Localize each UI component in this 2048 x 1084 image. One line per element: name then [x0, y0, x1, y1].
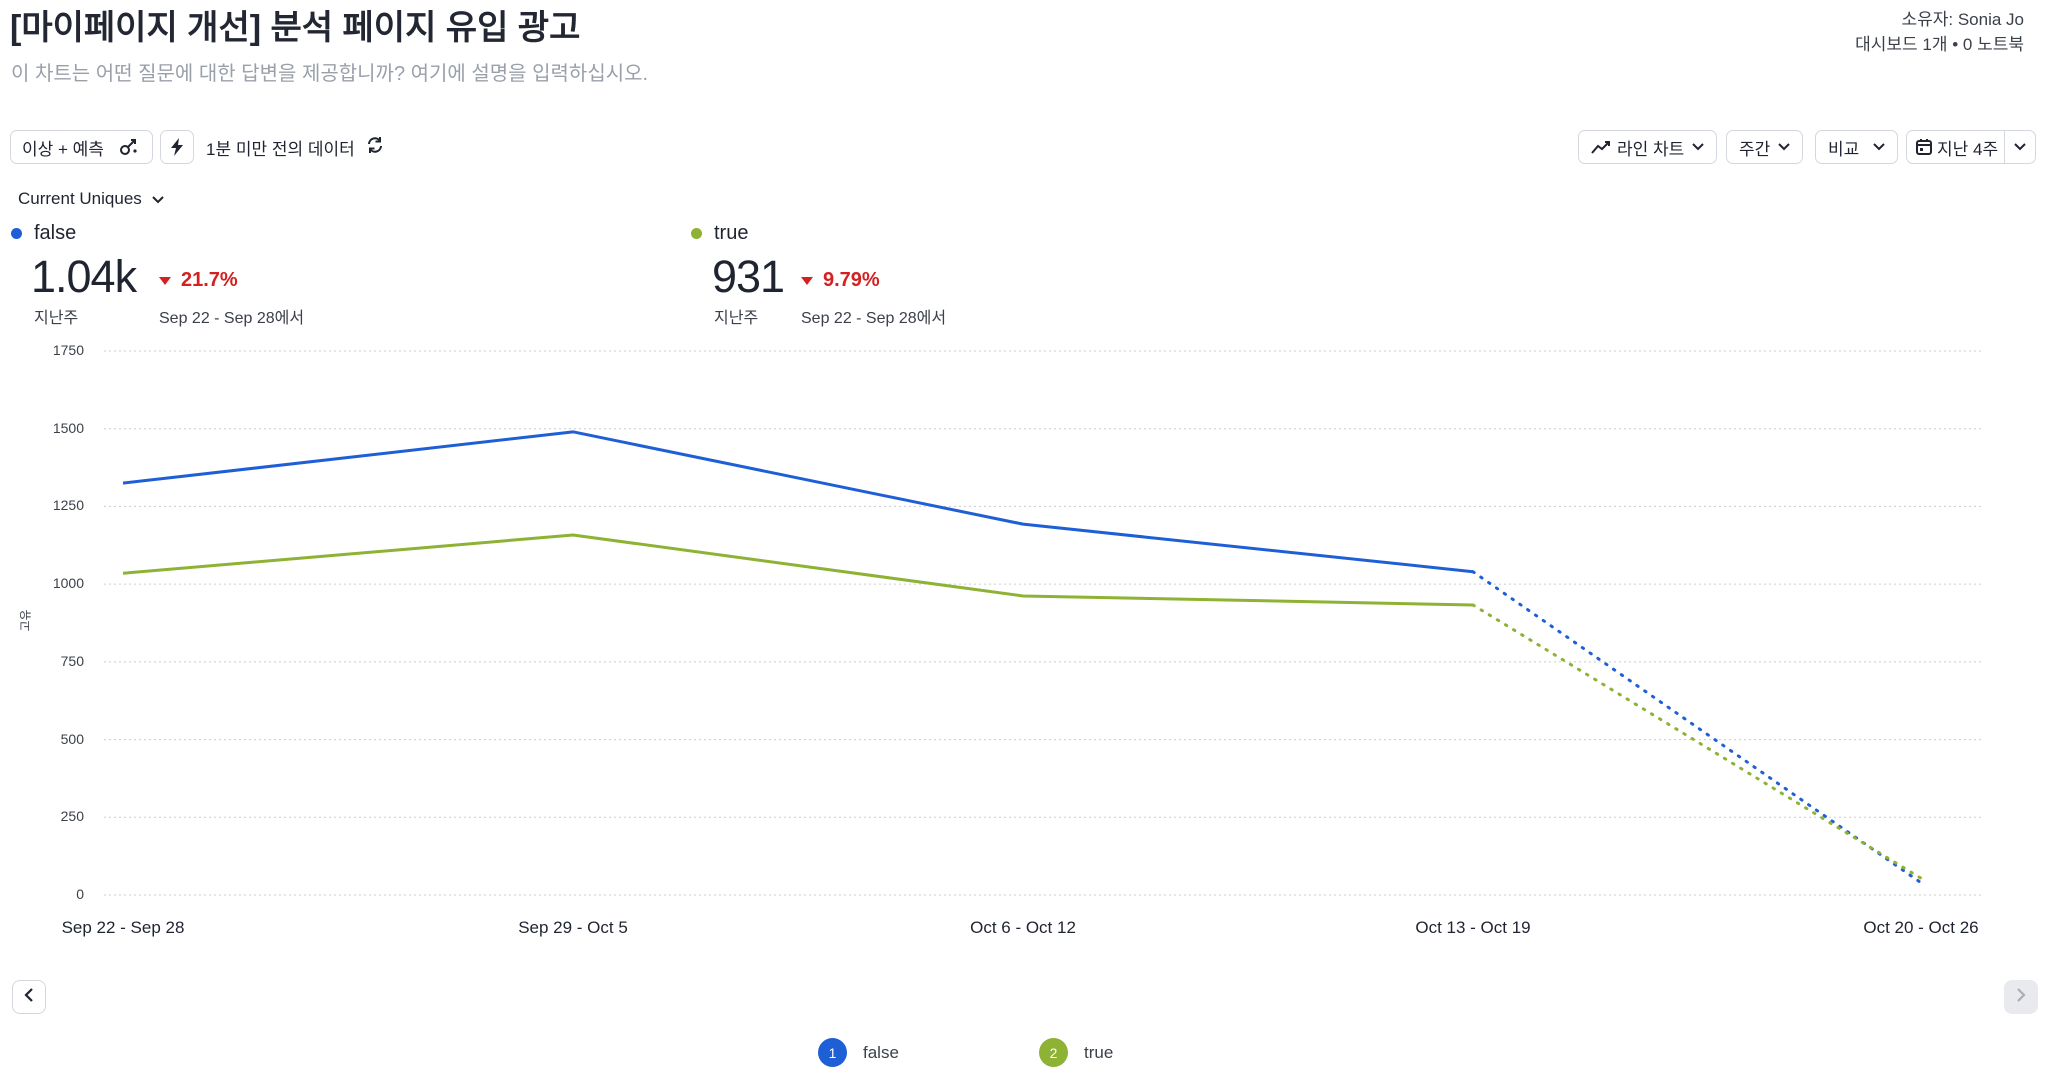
x-tick-label: Sep 22 - Sep 28 — [61, 918, 185, 937]
summary-change-value: 9.79% — [823, 269, 880, 291]
chevron-down-icon — [2014, 143, 2026, 151]
summary-series-true: true — [691, 222, 748, 245]
data-freshness: 1분 미만 전의 데이터 — [206, 135, 355, 160]
summary-change: 21.7% — [159, 269, 238, 292]
legend-item-false[interactable]: 1 false — [818, 1038, 899, 1067]
chevron-down-icon — [1778, 143, 1790, 151]
legend-label: true — [1084, 1042, 1114, 1062]
chart-type-label: 라인 차트 — [1617, 139, 1685, 159]
summary-change: 9.79% — [801, 269, 880, 292]
y-tick-label: 250 — [60, 808, 84, 825]
legend-index: 1 — [818, 1038, 847, 1067]
y-tick-label: 1750 — [52, 342, 84, 358]
chevron-down-icon — [152, 189, 164, 209]
legend-item-true[interactable]: 2 true — [1039, 1038, 1113, 1067]
down-triangle-icon — [801, 276, 813, 285]
legend-label: false — [863, 1042, 899, 1062]
chevron-left-icon — [24, 987, 34, 1007]
summary-compare-label: Sep 22 - Sep 28에서 — [801, 310, 947, 327]
date-range-dropdown-toggle[interactable] — [2005, 131, 2035, 163]
data-point-true[interactable] — [120, 570, 126, 576]
y-tick-label: 1500 — [52, 419, 84, 436]
series-line-true — [122, 533, 1474, 607]
date-range-button[interactable]: 지난 4주 — [1907, 131, 2006, 163]
interval-label: 주간 — [1739, 139, 1771, 159]
data-freshness-label: 1분 미만 전의 데이터 — [206, 140, 355, 159]
summary-period-label: 지난주 — [714, 310, 759, 327]
down-triangle-icon — [159, 276, 171, 285]
date-range-label: 지난 4주 — [1937, 139, 1999, 159]
chevron-down-icon — [1873, 143, 1885, 151]
y-tick-label: 1000 — [52, 575, 84, 592]
compare-dropdown[interactable]: 비교 — [1815, 130, 1899, 164]
x-tick-label: Sep 29 - Oct 5 — [518, 918, 628, 937]
x-tick-label: Oct 13 - Oct 19 — [1415, 918, 1531, 937]
data-point-false[interactable] — [570, 429, 576, 435]
series-color-dot — [11, 228, 22, 239]
chevron-right-icon — [2016, 987, 2026, 1007]
metric-selector[interactable]: Current Uniques — [18, 189, 164, 209]
series-color-dot — [691, 228, 702, 239]
y-tick-label: 750 — [60, 652, 84, 669]
y-tick-label: 500 — [60, 730, 84, 747]
metric-selector-label: Current Uniques — [18, 189, 142, 208]
anomaly-icon — [118, 136, 140, 158]
x-tick-label: Oct 6 - Oct 12 — [970, 918, 1076, 937]
data-point-true[interactable] — [570, 532, 576, 538]
y-tick-label: 1250 — [52, 497, 84, 514]
page-title: [마이페이지 개선] 분석 페이지 유입 광고 — [10, 9, 581, 47]
data-point-false[interactable] — [1020, 521, 1026, 527]
data-point-true[interactable] — [1920, 876, 1926, 882]
data-point-false[interactable] — [120, 480, 126, 486]
date-range-picker[interactable]: 지난 4주 — [1906, 130, 2036, 164]
legend-index: 2 — [1039, 1038, 1068, 1067]
owner-label: 소유자: Sonia Jo — [1901, 10, 2024, 29]
refresh-icon — [365, 135, 385, 160]
summary-series-name: true — [714, 222, 749, 244]
series-incomplete-line-true — [1471, 603, 1925, 881]
calendar-icon — [1915, 138, 1933, 156]
summary-compare-label: Sep 22 - Sep 28에서 — [159, 310, 305, 327]
summary-series-name: false — [34, 222, 77, 244]
anomaly-forecast-label: 이상 + 예측 — [22, 139, 104, 159]
anomaly-forecast-button[interactable]: 이상 + 예측 — [10, 130, 153, 164]
summary-change-value: 21.7% — [181, 269, 238, 291]
line-chart-icon — [1591, 139, 1611, 155]
data-point-true[interactable] — [1470, 602, 1476, 608]
interval-dropdown[interactable]: 주간 — [1726, 130, 1804, 164]
summary-value: 931 — [712, 251, 785, 302]
chart-type-dropdown[interactable]: 라인 차트 — [1578, 130, 1718, 164]
summary-series-false: false — [11, 222, 76, 245]
data-point-false[interactable] — [1470, 569, 1476, 575]
summary-value: 1.04k — [31, 251, 137, 302]
lightning-icon — [169, 137, 185, 157]
chart-description[interactable]: 이 차트는 어떤 질문에 대한 답변을 제공합니까? 여기에 설명을 입력하십시… — [11, 63, 649, 85]
compare-label: 비교 — [1828, 139, 1860, 159]
lightning-button[interactable] — [160, 130, 194, 164]
data-point-true[interactable] — [1020, 593, 1026, 599]
previous-button[interactable] — [12, 980, 46, 1014]
y-tick-label: 0 — [76, 886, 84, 902]
next-button[interactable] — [2004, 980, 2038, 1014]
summary-period-label: 지난주 — [34, 310, 79, 327]
chevron-down-icon — [1692, 143, 1705, 151]
refresh-button[interactable] — [364, 135, 386, 159]
series-line-false — [122, 430, 1474, 574]
dashboard-notebook-count[interactable]: 대시보드 1개 • 0 노트북 — [1855, 35, 2024, 54]
x-tick-label: Oct 20 - Oct 26 — [1863, 918, 1979, 937]
